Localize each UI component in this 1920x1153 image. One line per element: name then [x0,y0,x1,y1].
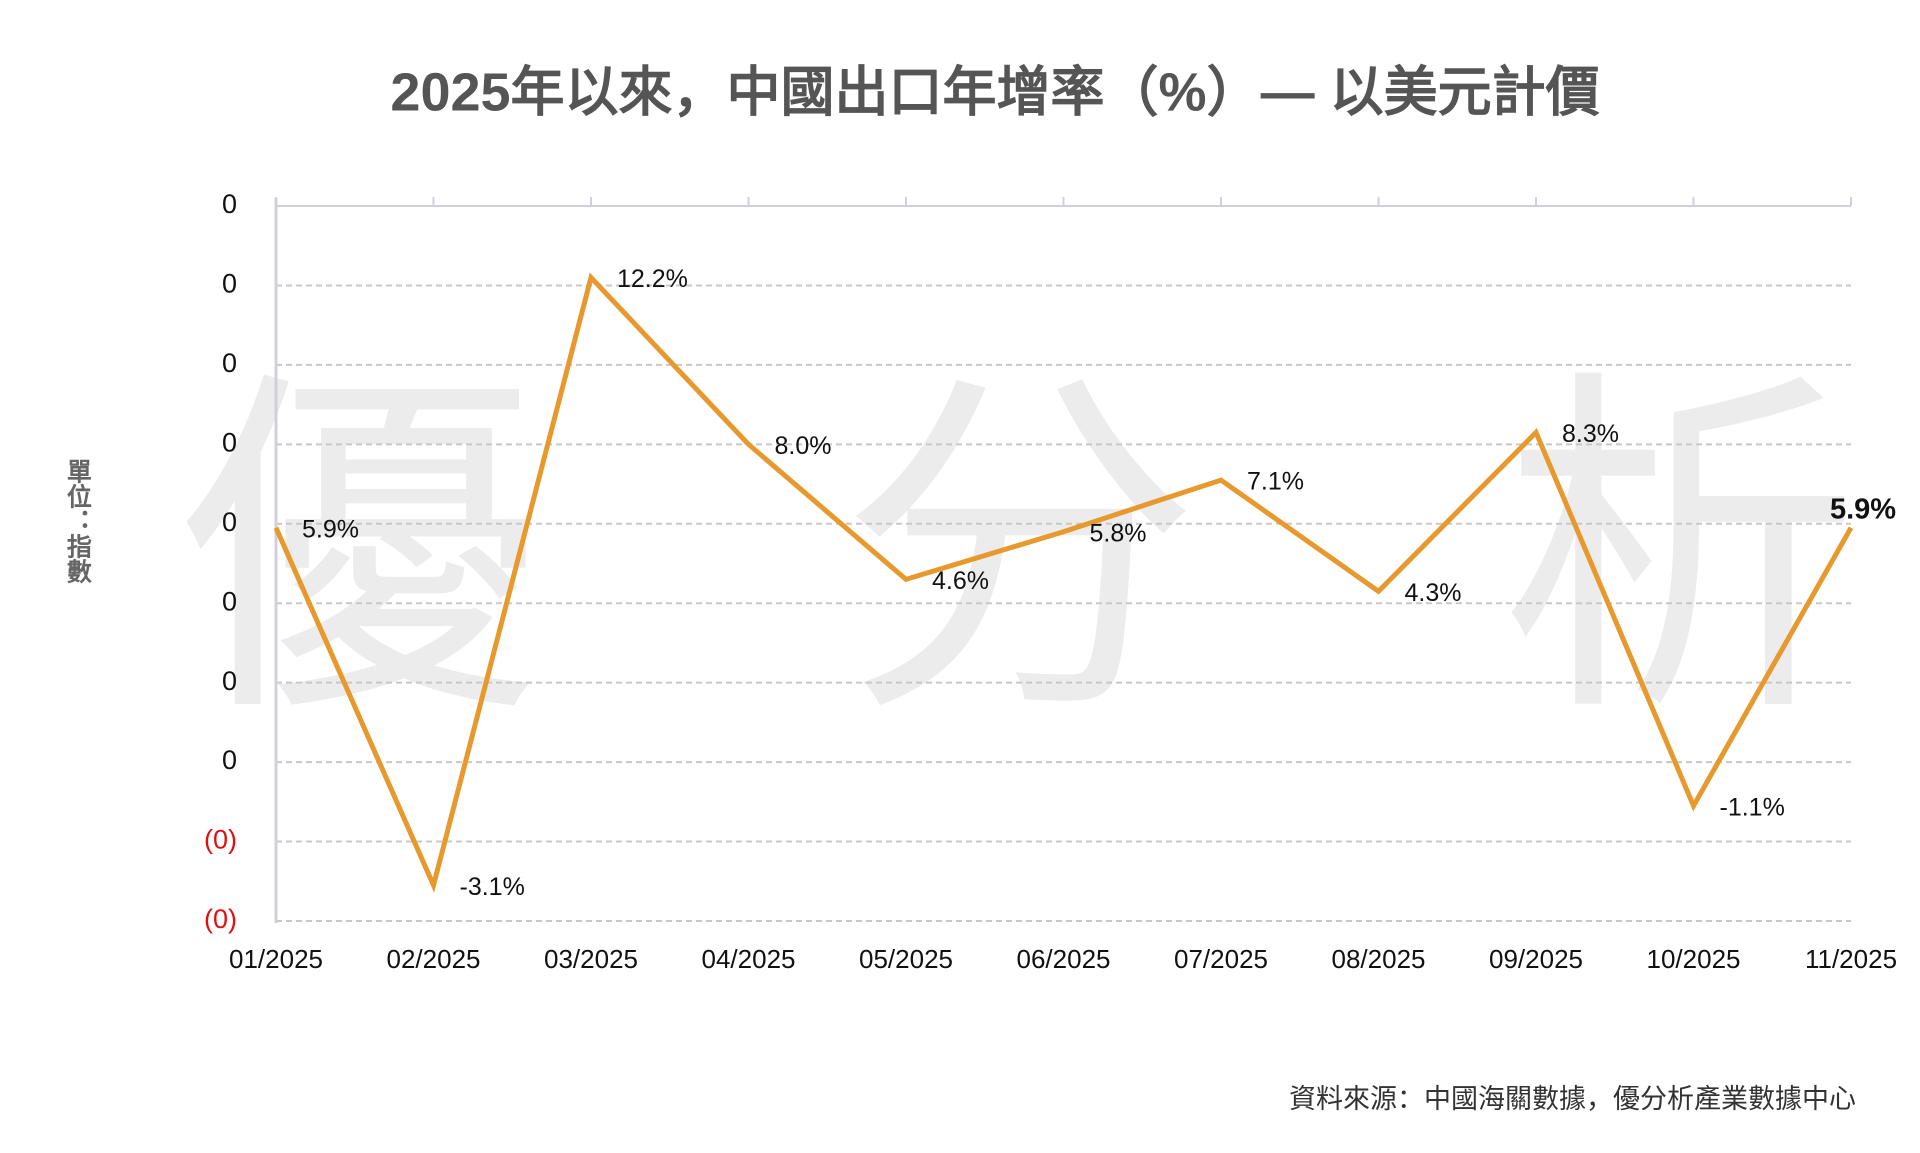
y-tick-label: 0 [222,427,237,457]
y-tick-label: 0 [222,348,237,378]
data-label: 4.6% [932,567,989,595]
data-label: 4.3% [1405,579,1462,607]
x-tick-label: 08/2025 [1332,944,1426,974]
y-tick-label: 0 [222,666,237,696]
y-tick-label: 0 [222,189,237,219]
x-tick-label: 01/2025 [229,944,323,974]
line [273,272,1854,893]
x-tick-label: 10/2025 [1647,944,1741,974]
data-label: 5.9% [1830,493,1896,525]
chart-title: 2025年以來，中國出口年增率（%）— 以美元計價 [390,62,1599,122]
x-tick-label: 03/2025 [544,944,638,974]
data-label: 5.8% [1090,519,1147,547]
y-tick-label: (0) [204,825,237,855]
data-label: 7.1% [1247,468,1304,496]
y-axis-label: 單位：指數 [63,459,92,585]
x-tick-label: 09/2025 [1489,944,1583,974]
y-tick-label: 0 [222,745,237,775]
data-label: 8.0% [775,432,832,460]
data-label: 12.2% [617,265,688,293]
x-tick-label: 11/2025 [1805,944,1897,974]
watermark: 優分析 [180,350,1880,752]
x-tick-label: 02/2025 [387,944,481,974]
y-tick-label: 0 [222,586,237,616]
source-note: 資料來源：中國海關數據，優分析產業數據中心 [1289,1084,1856,1114]
x-tick-label: 06/2025 [1017,944,1111,974]
data-label: 8.3% [1562,420,1619,448]
x-tick-label: 04/2025 [702,944,796,974]
x-tick-label: 07/2025 [1174,944,1268,974]
y-tick-label: 0 [222,507,237,537]
data-label: -3.1% [460,873,525,901]
y-tick-label: (0) [204,904,237,934]
data-label: -1.1% [1720,793,1785,821]
data-label: 5.9% [302,515,359,543]
y-tick-label: 0 [222,269,237,299]
x-tick-label: 05/2025 [859,944,953,974]
